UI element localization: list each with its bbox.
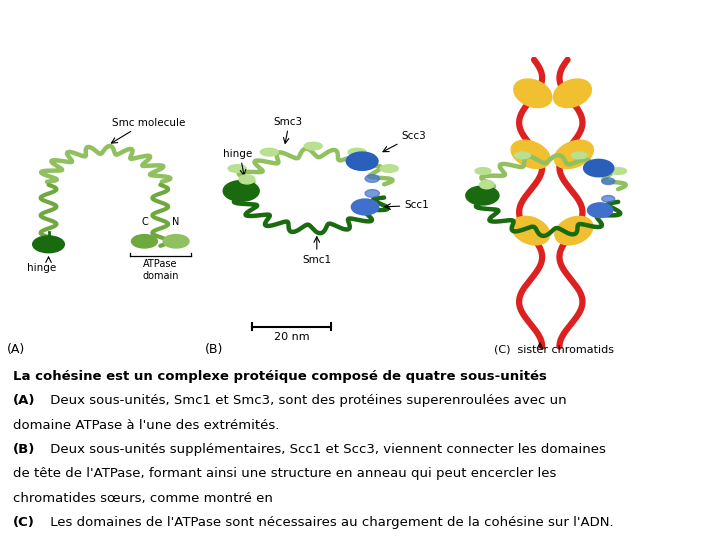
Ellipse shape — [223, 180, 259, 201]
Ellipse shape — [239, 175, 255, 184]
Ellipse shape — [554, 140, 593, 168]
Ellipse shape — [512, 217, 549, 245]
Text: Smc3: Smc3 — [274, 117, 302, 127]
Ellipse shape — [511, 140, 550, 168]
Text: (C)  sister chromatids: (C) sister chromatids — [495, 344, 614, 354]
Text: domaine ATPase à l'une des extrémités.: domaine ATPase à l'une des extrémités. — [13, 418, 279, 431]
Text: (A): (A) — [13, 394, 35, 407]
Ellipse shape — [554, 79, 591, 107]
Text: Scc1: Scc1 — [405, 200, 429, 211]
Text: Smc molecule: Smc molecule — [112, 118, 185, 129]
Ellipse shape — [611, 167, 626, 174]
Text: La cohésine: La cohésine — [268, 15, 452, 42]
Text: (B): (B) — [205, 343, 224, 356]
Ellipse shape — [602, 178, 615, 185]
Ellipse shape — [304, 142, 323, 150]
Ellipse shape — [365, 190, 379, 197]
Text: ATPase
domain: ATPase domain — [142, 259, 179, 281]
Text: La cohésine est un complexe protéique composé de quatre sous-unités: La cohésine est un complexe protéique co… — [13, 370, 546, 383]
Text: de tête de l'ATPase, formant ainsi une structure en anneau qui peut encercler le: de tête de l'ATPase, formant ainsi une s… — [13, 468, 557, 481]
Text: (A): (A) — [7, 343, 25, 356]
Text: N: N — [172, 217, 180, 227]
Ellipse shape — [514, 79, 552, 107]
Text: (C): (C) — [13, 516, 35, 529]
Text: 20 nm: 20 nm — [274, 332, 310, 342]
Text: Deux sous-unités supplémentaires, Scc1 et Scc3, viennent connecter les domaines: Deux sous-unités supplémentaires, Scc1 e… — [47, 443, 606, 456]
Ellipse shape — [588, 203, 613, 218]
Ellipse shape — [346, 152, 378, 170]
Ellipse shape — [571, 152, 587, 159]
Text: Deux sous-unités, Smc1 et Smc3, sont des protéines superenroulées avec un: Deux sous-unités, Smc1 et Smc3, sont des… — [47, 394, 567, 407]
Text: Scc3: Scc3 — [402, 131, 426, 141]
Ellipse shape — [480, 180, 494, 189]
Ellipse shape — [228, 165, 246, 172]
Ellipse shape — [261, 148, 278, 156]
Ellipse shape — [584, 159, 614, 177]
Text: hinge: hinge — [27, 262, 56, 273]
Text: Les domaines de l'ATPase sont nécessaires au chargement de la cohésine sur l'ADN: Les domaines de l'ATPase sont nécessaire… — [47, 516, 614, 529]
Ellipse shape — [348, 148, 366, 156]
Text: Smc1: Smc1 — [302, 255, 331, 265]
Ellipse shape — [163, 234, 189, 248]
Ellipse shape — [365, 175, 379, 183]
Text: (B): (B) — [13, 443, 35, 456]
Text: hinge: hinge — [223, 149, 252, 159]
Ellipse shape — [351, 199, 379, 215]
Text: C: C — [141, 217, 148, 227]
Ellipse shape — [602, 195, 615, 202]
Text: chromatides sœurs, comme montré en: chromatides sœurs, comme montré en — [13, 492, 273, 505]
Ellipse shape — [475, 167, 491, 174]
Ellipse shape — [380, 165, 398, 172]
Ellipse shape — [515, 152, 531, 159]
Ellipse shape — [132, 234, 158, 248]
Ellipse shape — [555, 217, 593, 245]
Ellipse shape — [466, 186, 499, 205]
Ellipse shape — [32, 236, 64, 253]
